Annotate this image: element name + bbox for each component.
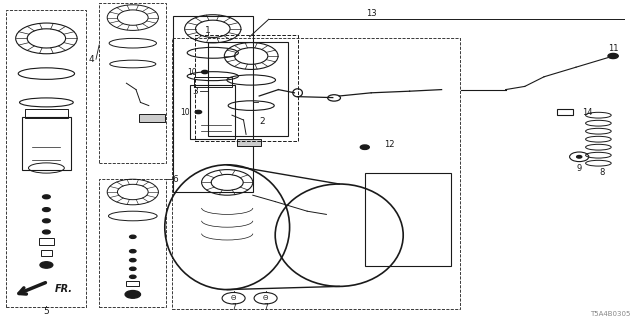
Bar xyxy=(6,10,86,307)
Circle shape xyxy=(42,195,50,199)
Circle shape xyxy=(125,291,141,298)
Bar xyxy=(193,77,232,87)
Text: Θ: Θ xyxy=(231,295,236,301)
Text: 9: 9 xyxy=(577,164,582,172)
Text: FR.: FR. xyxy=(54,284,72,294)
Text: 10: 10 xyxy=(180,108,190,116)
Circle shape xyxy=(42,208,50,212)
Text: 3: 3 xyxy=(193,87,198,96)
Circle shape xyxy=(360,145,369,149)
Circle shape xyxy=(608,53,618,59)
Bar xyxy=(99,3,166,163)
Bar xyxy=(365,173,451,266)
Bar xyxy=(172,38,460,309)
Bar xyxy=(41,250,52,256)
Bar xyxy=(208,42,288,136)
Circle shape xyxy=(129,267,136,270)
Text: 14: 14 xyxy=(582,108,593,116)
Text: 12: 12 xyxy=(384,140,394,149)
Circle shape xyxy=(129,235,136,238)
Circle shape xyxy=(129,250,136,253)
Text: 6: 6 xyxy=(173,175,179,184)
Circle shape xyxy=(129,259,136,262)
Bar xyxy=(237,139,262,146)
Bar xyxy=(140,114,165,122)
Bar xyxy=(557,109,573,115)
Text: 7: 7 xyxy=(231,303,236,312)
Text: T5A4B0305: T5A4B0305 xyxy=(590,311,630,317)
Circle shape xyxy=(202,70,208,74)
Text: 11: 11 xyxy=(608,44,618,52)
Text: 2: 2 xyxy=(259,117,265,126)
Bar xyxy=(127,281,140,286)
Text: 5: 5 xyxy=(44,308,49,316)
Circle shape xyxy=(42,219,50,223)
Bar xyxy=(38,238,54,245)
Bar xyxy=(173,16,253,192)
Circle shape xyxy=(129,275,136,278)
Circle shape xyxy=(577,156,582,158)
Text: Θ: Θ xyxy=(263,295,268,301)
Bar xyxy=(99,179,166,307)
Text: 10: 10 xyxy=(187,68,196,76)
Text: 7: 7 xyxy=(263,303,268,312)
Circle shape xyxy=(42,230,50,234)
Text: 1: 1 xyxy=(205,26,211,35)
Circle shape xyxy=(40,262,52,268)
Bar xyxy=(25,109,68,118)
Text: 13: 13 xyxy=(366,9,376,18)
Bar xyxy=(195,35,298,141)
Bar xyxy=(191,85,236,139)
Bar xyxy=(22,117,70,170)
Circle shape xyxy=(195,110,202,114)
Text: 8: 8 xyxy=(599,168,604,177)
Text: 4: 4 xyxy=(88,55,94,64)
